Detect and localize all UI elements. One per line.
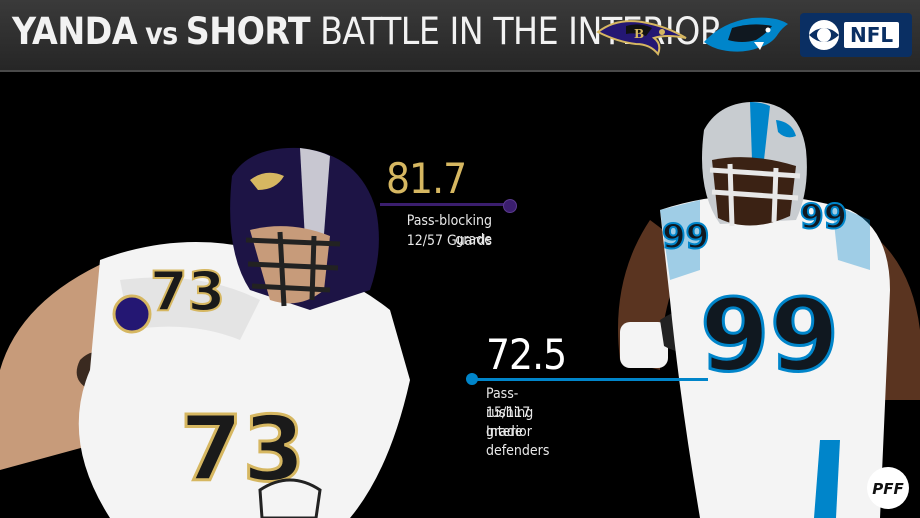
header-bar: YANDA vs SHORT BATTLE IN THE INTERIOR B … — [0, 0, 920, 72]
stat-label: Pass-blocking grade — [406, 213, 492, 248]
pff-logo: PFF — [867, 467, 909, 509]
jersey-number-right-shoulder: 99 — [662, 217, 709, 257]
wristband — [620, 322, 668, 368]
stat-dot — [466, 373, 478, 385]
panthers-logo — [704, 17, 788, 52]
player-right-image: 99 99 99 — [618, 101, 920, 518]
cbs-nfl-logo: NFL — [800, 13, 912, 57]
stat-rank: 15/117 Interior defenders — [486, 405, 550, 459]
jersey-number-right-shoulder2: 99 — [800, 197, 847, 237]
pff-logo-text: PFF — [872, 480, 904, 498]
jersey-number-right-front: 99 — [700, 277, 839, 394]
stat-value: 72.5 — [486, 330, 567, 379]
ravens-logo: B — [596, 20, 687, 56]
title-vs: vs — [145, 17, 178, 52]
title-player1: YANDA — [12, 10, 138, 53]
stat-line — [380, 203, 508, 206]
stat-rank: 12/57 Guards — [406, 233, 492, 249]
stat-dot — [503, 199, 517, 213]
stat-line — [472, 378, 708, 381]
title-player2: SHORT — [185, 10, 311, 53]
player-left-image: 73 73 — [0, 147, 410, 518]
cbs-eye-logo — [809, 20, 839, 50]
nfl-logo: NFL — [844, 22, 900, 48]
stat-label: Pass-rushing grade — [486, 386, 534, 440]
stat-value: 81.7 — [386, 154, 467, 203]
svg-text:B: B — [634, 27, 644, 41]
jersey-number-left: 73 — [150, 260, 225, 323]
